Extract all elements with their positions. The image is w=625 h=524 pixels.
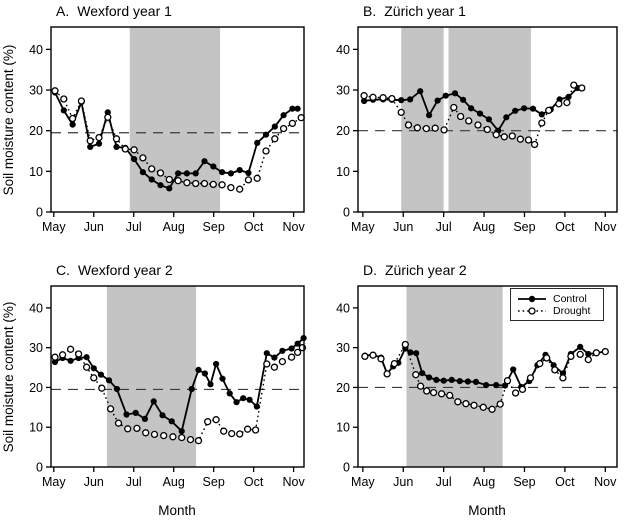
panel-B-xtick-label: Aug [473, 220, 495, 234]
panel-C-series-control [51, 335, 307, 435]
panel-B-drought-band [401, 27, 444, 212]
panel-C-xtick-label: Sep [203, 475, 225, 489]
panel-D-xtick-label: Jun [393, 475, 413, 489]
panel-A-xtick-label: Nov [282, 220, 305, 234]
panel-A-xtick-label: May [42, 220, 66, 234]
legend-item-control: Control [517, 293, 598, 305]
panel-B-ytick-label: 0 [343, 206, 350, 220]
panel-C-xtick-label: Aug [163, 475, 185, 489]
panel-C-ytick-label: 20 [29, 381, 43, 395]
y-axis-label-bottom: Soil moisture content (%) [1, 301, 16, 453]
control-line-sample-icon [518, 295, 546, 303]
panel-D-ytick-label: 20 [336, 381, 350, 395]
panel-B-xtick-label: Jul [436, 220, 452, 234]
panel-C-xtick-label: Nov [282, 475, 305, 489]
panel-a-letter: A. [56, 3, 70, 19]
panel-B-xtick-label: Nov [594, 220, 617, 234]
panel-C-ytick-label: 40 [29, 301, 43, 315]
panel-C-xtick-label: May [42, 475, 66, 489]
x-axis-label-right: Month [468, 503, 506, 518]
panel-A-ytick-label: 40 [29, 43, 43, 57]
panel-D-ytick-label: 30 [336, 341, 350, 355]
panel-A-xtick-label: Oct [244, 220, 264, 234]
panel-B-ytick-label: 30 [336, 84, 350, 98]
panel-b-title-text: Zürich year 1 [384, 3, 466, 19]
panel-A-xtick-label: Jun [84, 220, 104, 234]
legend-drought-label: Drought [553, 304, 591, 317]
panel-D-xtick-label: Nov [594, 475, 617, 489]
y-axis-label-top: Soil moisture content (%) [1, 44, 16, 196]
panel-B-ytick-label: 10 [336, 165, 350, 179]
panel-D-ytick-label: 40 [336, 301, 350, 315]
legend-item-drought: Drought [517, 305, 598, 317]
panel-a-title: A. Wexford year 1 [56, 3, 172, 19]
panel-D-series-drought [361, 340, 609, 413]
panel-d-letter: D. [363, 262, 377, 278]
panel-D-ytick-label: 10 [336, 421, 350, 435]
panel-C-xtick-label: Oct [244, 475, 264, 489]
panel-C-ytick-label: 0 [36, 461, 43, 475]
panel-C-frame [50, 285, 305, 468]
panel-A-xtick-label: Jul [126, 220, 142, 234]
panel-A-series-drought [51, 87, 305, 193]
panel-D-xtick-label: Oct [555, 475, 575, 489]
panel-A-xtick-label: Aug [163, 220, 185, 234]
panel-D-ytick-label: 0 [343, 461, 350, 475]
panel-A-ytick-label: 10 [29, 165, 43, 179]
panel-B-xtick-label: Jun [393, 220, 413, 234]
panel-B-frame [357, 26, 618, 213]
panel-D-xtick-label: Jul [436, 475, 452, 489]
panel-D-frame [357, 285, 618, 468]
panel-B-xtick-label: May [351, 220, 375, 234]
panel-A-ytick-label: 30 [29, 84, 43, 98]
drought-line-sample-icon [518, 307, 546, 315]
panel-d-title: D. Zürich year 2 [363, 262, 467, 278]
legend-control-label: Control [553, 292, 587, 305]
panel-B-ytick-label: 40 [336, 43, 350, 57]
panel-c-title-text: Wexford year 2 [78, 262, 173, 278]
legend: Control Drought [510, 288, 604, 321]
panel-C-xtick-label: Jul [126, 475, 142, 489]
panel-A-ytick-label: 0 [36, 206, 43, 220]
panel-a-plot: 0 10 20 30 40 May Jun Jul Aug Sep Oct Nov [29, 26, 305, 234]
panel-A-xtick-label: Sep [203, 220, 225, 234]
panel-b-title: B. Zürich year 1 [363, 3, 466, 19]
panel-D-xtick-label: Aug [473, 475, 495, 489]
panel-D-drought-band [406, 286, 503, 467]
panel-C-series-drought [51, 344, 307, 445]
panel-B-xtick-label: Oct [555, 220, 575, 234]
panel-D-xtick-label: May [351, 475, 375, 489]
panel-D-xtick-label: Sep [513, 475, 535, 489]
panel-C-ytick-label: 30 [29, 341, 43, 355]
panel-a-title-text: Wexford year 1 [77, 3, 172, 19]
x-axis-label-left: Month [158, 503, 196, 518]
panel-A-frame [50, 26, 305, 213]
panel-C-xtick-label: Jun [84, 475, 104, 489]
panel-A-ytick-label: 20 [29, 124, 43, 138]
panel-B-series-drought [360, 81, 586, 149]
panel-b-letter: B. [363, 3, 377, 19]
panel-c-letter: C. [56, 262, 70, 278]
panel-d-title-text: Zürich year 2 [385, 262, 467, 278]
panel-B-ytick-label: 20 [336, 124, 350, 138]
panel-c-plot: 0 10 20 30 40 May Jun Jul Aug Sep Oct Nov [29, 285, 307, 489]
panel-b-plot: 0 10 20 30 40 May Jun Jul Aug Sep Oct Nov [336, 26, 618, 234]
panel-c-title: C. Wexford year 2 [56, 262, 173, 278]
panel-B-xtick-label: Sep [513, 220, 535, 234]
panel-C-ytick-label: 10 [29, 421, 43, 435]
